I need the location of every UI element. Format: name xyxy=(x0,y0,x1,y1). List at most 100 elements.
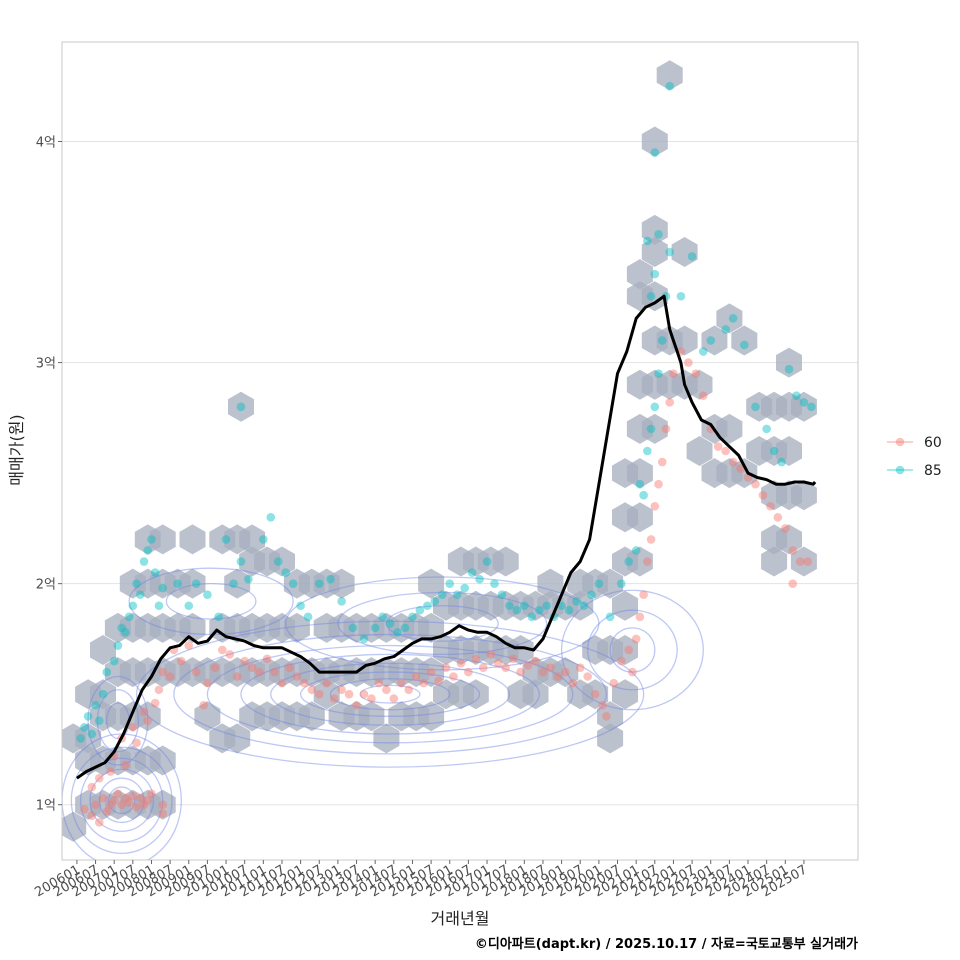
scatter-point-85 xyxy=(139,557,149,566)
scatter-point-85 xyxy=(572,597,581,606)
scatter-point-60 xyxy=(773,513,783,522)
hexbin-cell xyxy=(731,458,758,489)
hexbin-cell xyxy=(298,701,325,732)
scatter-point-60 xyxy=(139,707,149,717)
scatter-point-60 xyxy=(766,501,775,511)
scatter-point-60 xyxy=(367,694,376,703)
scatter-point-85 xyxy=(173,579,182,588)
scatter-point-85 xyxy=(635,479,645,489)
scatter-point-85 xyxy=(650,148,660,157)
scatter-point-85 xyxy=(147,535,156,544)
scatter-point-85 xyxy=(497,590,507,600)
hexbin-cell xyxy=(790,391,817,422)
scatter-point-60 xyxy=(628,667,637,677)
scatter-point-85 xyxy=(654,369,663,378)
scatter-point-85 xyxy=(769,446,779,456)
scatter-point-60 xyxy=(646,535,656,544)
scatter-point-60 xyxy=(352,700,361,710)
scatter-point-60 xyxy=(199,700,208,710)
scatter-point-60 xyxy=(262,654,272,664)
y-tick-label: 2억 xyxy=(36,578,56,593)
scatter-point-60 xyxy=(643,557,652,566)
hexbin-cell xyxy=(776,347,802,378)
density-contour xyxy=(337,591,548,656)
scatter-point-60 xyxy=(616,656,626,666)
hexbin-cell xyxy=(790,546,817,577)
trend-line xyxy=(76,294,817,780)
scatter-point-85 xyxy=(76,734,85,743)
scatter-point-85 xyxy=(482,557,492,566)
scatter-point-85 xyxy=(128,601,138,611)
hexbin-cell xyxy=(418,568,445,599)
hexbin-cell xyxy=(686,436,713,466)
scatter-point-60 xyxy=(113,789,123,798)
scatter-point-60 xyxy=(684,358,693,367)
scatter-point-85 xyxy=(191,579,201,588)
scatter-point-60 xyxy=(128,791,138,801)
hexbin-cell xyxy=(641,214,668,245)
hexbin-cell xyxy=(239,524,266,555)
scatter-point-85 xyxy=(706,336,716,345)
hexbin-cell xyxy=(626,502,653,533)
density-contour xyxy=(299,671,481,717)
scatter-point-85 xyxy=(807,402,816,412)
density-contour xyxy=(240,653,540,735)
scatter-point-60 xyxy=(404,685,414,695)
scatter-point-60 xyxy=(788,546,798,555)
hexbin-cell xyxy=(224,568,251,599)
scatter-point-85 xyxy=(646,291,656,301)
hexbin-cell xyxy=(224,723,251,754)
scatter-point-85 xyxy=(799,398,809,407)
hexbin-cell xyxy=(90,679,116,710)
hexbin-layer xyxy=(62,60,817,842)
scatter-point-85 xyxy=(676,291,686,301)
scatter-point-60 xyxy=(575,663,585,672)
scatter-point-60 xyxy=(124,798,134,807)
hexbin-cell xyxy=(492,546,519,577)
scatter-point-60 xyxy=(803,557,812,566)
scatter-point-85 xyxy=(393,627,402,637)
scatter-point-85 xyxy=(273,557,283,566)
scatter-point-85 xyxy=(203,590,212,600)
scatter-point-85 xyxy=(639,490,648,500)
scatter-point-85 xyxy=(467,568,477,577)
scatter-point-60 xyxy=(344,689,354,699)
scatter-point-85 xyxy=(579,601,589,611)
scatter-point-60 xyxy=(691,369,701,378)
hexbin-cell xyxy=(149,789,176,820)
hexbin-cell xyxy=(418,612,445,643)
scatter-point-60 xyxy=(158,809,167,818)
scatter-point-60 xyxy=(561,667,570,677)
scatter-point-85 xyxy=(512,605,522,615)
scatter-point-85 xyxy=(236,557,246,566)
scatter-point-60 xyxy=(177,656,186,666)
scatter-point-60 xyxy=(132,738,141,748)
x-axis: 2006012006072007012007072008012008072009… xyxy=(32,860,810,900)
density-contour xyxy=(107,786,136,815)
scatter-point-60 xyxy=(624,645,634,655)
scatter-point-85 xyxy=(259,535,268,544)
scatter-point-85 xyxy=(121,627,130,637)
density-contour xyxy=(89,768,154,832)
hexbin-cell xyxy=(761,546,788,577)
y-axis: 1억 2억 3억 4억 xyxy=(36,135,62,814)
scatter-point-85 xyxy=(564,605,574,615)
legend-key-point xyxy=(895,437,905,447)
scatter-point-60 xyxy=(132,802,141,812)
hexbin-cell xyxy=(612,590,638,621)
caption: ©디아파트(dapt.kr) / 2025.10.17 / 자료=국토교통부 실… xyxy=(475,936,858,952)
hexbin-cell xyxy=(328,568,355,599)
scatter-point-60 xyxy=(139,800,149,810)
scatter-point-85 xyxy=(415,605,425,615)
scatter-point-85 xyxy=(400,623,410,633)
scatter-point-60 xyxy=(150,698,160,708)
density-contour xyxy=(96,689,140,753)
scatter-point-60 xyxy=(411,672,421,681)
hexbin-cell xyxy=(552,657,579,688)
scatter-point-85 xyxy=(646,424,656,434)
hexbin-cell xyxy=(626,259,653,290)
scatter-point-85 xyxy=(430,597,440,606)
legend-label-85: 85 xyxy=(924,463,942,479)
scatter-point-60 xyxy=(654,479,663,489)
scatter-point-60 xyxy=(389,694,399,703)
